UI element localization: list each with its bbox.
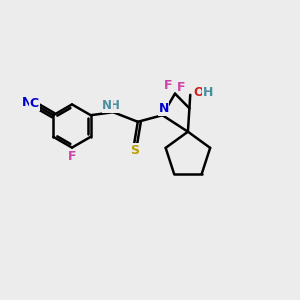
Text: O: O: [194, 86, 204, 99]
Text: F: F: [164, 79, 173, 92]
Text: F: F: [68, 149, 76, 163]
Text: S: S: [130, 143, 139, 157]
Text: N: N: [158, 102, 169, 115]
Text: C: C: [30, 97, 39, 110]
Text: F: F: [177, 80, 186, 94]
Text: N: N: [102, 99, 112, 112]
Text: N: N: [21, 96, 32, 110]
Text: H: H: [110, 99, 120, 112]
Text: H: H: [202, 86, 213, 99]
